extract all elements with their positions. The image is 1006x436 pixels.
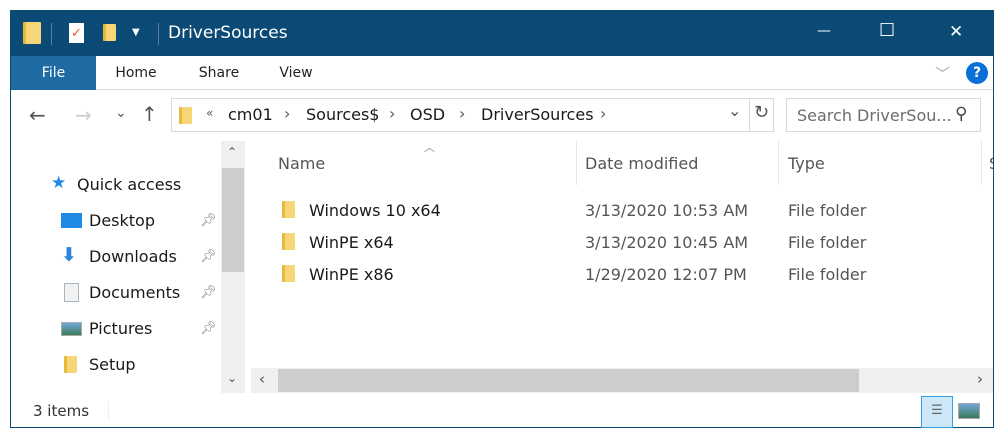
divider [749, 99, 750, 131]
horizontal-scrollbar[interactable]: ‹ › [251, 368, 993, 393]
star-icon: ★ [51, 173, 67, 193]
search-input[interactable]: Search DriverSou... [797, 106, 952, 125]
explorer-window: ✓ ▼ DriverSources — ☐ ✕ File Home Share … [10, 10, 994, 428]
maximize-button[interactable]: ☐ [879, 20, 896, 41]
crumb-separator[interactable]: › [389, 104, 396, 123]
tab-home[interactable]: Home [115, 65, 157, 81]
expand-ribbon-button[interactable]: ﹀ [935, 65, 951, 83]
table-row[interactable]: Windows 10 x64 3/13/2020 10:53 AM File f… [278, 199, 978, 223]
horizontal-scroll-thumb[interactable] [278, 369, 859, 392]
folder-icon [179, 107, 192, 124]
column-header-size[interactable]: S [989, 154, 993, 173]
desktop-icon [61, 213, 82, 228]
column-divider[interactable] [981, 141, 982, 185]
pin-icon[interactable]: 📌︎ [200, 321, 217, 336]
sidebar-item-pictures[interactable]: Pictures 📌︎ [61, 319, 231, 341]
tab-file[interactable]: File [11, 56, 96, 90]
sidebar-item-label: Setup [89, 355, 136, 374]
up-button[interactable]: ↑ [141, 102, 158, 126]
column-divider[interactable] [778, 141, 779, 185]
scroll-left-icon[interactable]: ‹ [259, 370, 265, 388]
sidebar-scrollbar[interactable]: ⌃ ⌄ [221, 141, 245, 393]
crumb-cm01[interactable]: cm01 [228, 105, 273, 124]
documents-icon [64, 283, 79, 302]
crumb-driversources[interactable]: DriverSources [481, 105, 594, 124]
table-row[interactable]: WinPE x86 1/29/2020 12:07 PM File folder [278, 263, 978, 287]
scroll-right-icon[interactable]: › [977, 370, 983, 388]
ribbon-tabs: File Home Share View ﹀ ? [11, 56, 993, 90]
minimize-button[interactable]: — [817, 23, 831, 39]
file-type: File folder [788, 233, 867, 252]
file-date: 3/13/2020 10:45 AM [585, 233, 749, 252]
customize-toolbar-icon[interactable]: ▼ [132, 27, 140, 38]
column-header-date[interactable]: Date modified [585, 154, 699, 173]
folder-icon [23, 22, 41, 44]
folder-icon [64, 356, 77, 373]
search-icon[interactable]: ⚲ [955, 104, 968, 124]
divider [51, 23, 52, 45]
crumb-separator[interactable]: › [459, 104, 466, 123]
large-icons-view-button[interactable] [958, 403, 980, 419]
crumb-sources[interactable]: Sources$ [306, 105, 380, 124]
column-divider[interactable] [576, 141, 577, 185]
crumb-separator[interactable]: › [284, 104, 291, 123]
search-box[interactable]: Search DriverSou... ⚲ [786, 98, 981, 132]
scroll-down-icon[interactable]: ⌄ [227, 371, 238, 385]
divider [158, 23, 159, 45]
address-dropdown[interactable]: ⌄ [728, 101, 742, 120]
title-bar: ✓ ▼ DriverSources — ☐ ✕ [11, 11, 993, 56]
downloads-icon: ⬇ [61, 244, 77, 266]
crumb-separator[interactable]: › [600, 104, 607, 123]
table-row[interactable]: WinPE x64 3/13/2020 10:45 AM File folder [278, 231, 978, 255]
file-date: 1/29/2020 12:07 PM [585, 265, 747, 284]
overflow-crumbs[interactable]: « [206, 106, 214, 120]
file-type: File folder [788, 265, 867, 284]
folder-icon [282, 201, 295, 218]
back-button[interactable]: ← [29, 103, 46, 127]
recent-locations-button[interactable]: ⌄ [115, 105, 127, 121]
sidebar-scroll-thumb[interactable] [222, 168, 244, 272]
sidebar-item-label: Pictures [89, 319, 153, 338]
divider [108, 401, 109, 421]
refresh-button[interactable]: ↻ [754, 102, 770, 123]
tab-view[interactable]: View [279, 65, 313, 81]
file-type: File folder [788, 201, 867, 220]
details-view-button[interactable]: ☰ [921, 396, 953, 428]
sidebar-item-setup[interactable]: Setup [61, 355, 231, 377]
forward-button[interactable]: → [75, 103, 92, 127]
sidebar-item-downloads[interactable]: ⬇ Downloads 📌︎ [61, 244, 231, 269]
address-bar[interactable]: « cm01 › Sources$ › OSD › DriverSources … [171, 98, 774, 132]
pin-icon[interactable]: 📌︎ [200, 249, 217, 264]
sidebar-item-label: Documents [89, 283, 181, 302]
tab-share[interactable]: Share [198, 65, 240, 81]
file-date: 3/13/2020 10:53 AM [585, 201, 749, 220]
status-item-count: 3 items [33, 402, 90, 420]
file-list: ︿ Name Date modified Type S Windows 10 x… [251, 141, 993, 393]
properties-icon[interactable]: ✓ [69, 23, 84, 43]
sidebar-item-documents[interactable]: Documents 📌︎ [61, 283, 231, 305]
window-title: DriverSources [168, 23, 288, 43]
pin-icon[interactable]: 📌︎ [200, 285, 217, 300]
file-name: WinPE x64 [309, 233, 394, 252]
sidebar-item-label: Downloads [89, 247, 177, 266]
new-folder-icon[interactable] [103, 24, 116, 41]
folder-icon [282, 265, 295, 282]
file-name: Windows 10 x64 [309, 201, 441, 220]
sidebar-item-label: Desktop [89, 211, 155, 230]
pictures-icon [61, 322, 82, 336]
column-header-name[interactable]: Name [278, 154, 326, 173]
folder-icon [282, 233, 295, 250]
column-header-type[interactable]: Type [788, 154, 825, 173]
file-name: WinPE x86 [309, 265, 394, 284]
pin-icon[interactable]: 📌︎ [200, 213, 217, 228]
crumb-osd[interactable]: OSD [410, 105, 446, 124]
close-button[interactable]: ✕ [949, 22, 964, 42]
sidebar-item-label: Quick access [77, 175, 182, 194]
help-button[interactable]: ? [966, 62, 988, 84]
sort-ascending-icon: ︿ [424, 141, 435, 154]
scroll-up-icon[interactable]: ⌃ [227, 145, 238, 159]
sidebar-item-desktop[interactable]: Desktop 📌︎ [61, 211, 231, 233]
navigation-pane: ★ Quick access Desktop 📌︎ ⬇ Downloads 📌︎… [11, 141, 246, 393]
